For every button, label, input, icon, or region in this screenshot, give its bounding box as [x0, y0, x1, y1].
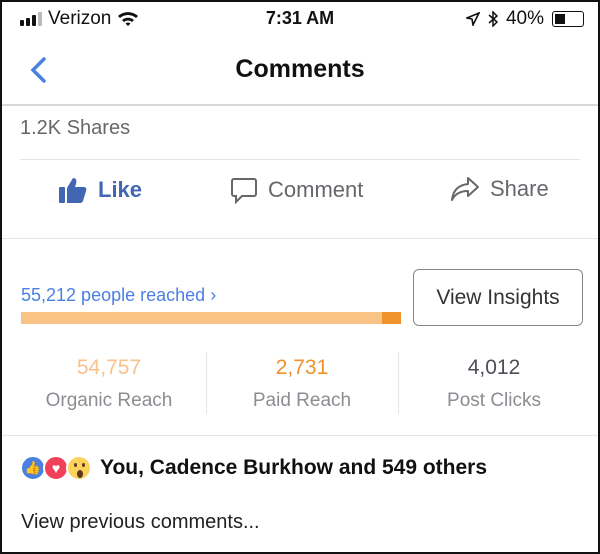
- reach-bar: [21, 312, 401, 324]
- battery-icon: [552, 11, 584, 27]
- post-clicks-stat: 4,012 Post Clicks: [447, 356, 541, 411]
- chevron-right-icon: ›: [210, 285, 217, 305]
- battery-percent: 40%: [505, 8, 544, 29]
- people-reached-link[interactable]: 55,212 people reached ›: [21, 285, 217, 305]
- view-previous-comments-link[interactable]: View previous comments...: [21, 511, 260, 533]
- back-button[interactable]: [28, 56, 48, 84]
- like-button[interactable]: Like: [58, 176, 142, 204]
- page-title: Comments: [235, 55, 365, 83]
- clock: 7:31 AM: [265, 8, 335, 28]
- organic-reach-stat: 54,757 Organic Reach: [45, 356, 173, 411]
- bluetooth-icon: [488, 11, 498, 27]
- carrier: Verizon: [48, 8, 112, 29]
- comment-icon: [231, 178, 257, 204]
- paid-reach-segment: [382, 312, 401, 324]
- shares-count[interactable]: 1.2K Shares: [20, 117, 131, 139]
- comment-button[interactable]: Comment: [230, 176, 363, 204]
- wow-reaction-icon: [66, 455, 92, 481]
- paid-reach-stat: 2,731 Paid Reach: [252, 356, 352, 411]
- status-right: 40%: [465, 8, 584, 30]
- reactions-summary[interactable]: 👍 ♥ You, Cadence Burkhow and 549 others: [20, 455, 487, 481]
- wifi-icon: [118, 12, 139, 26]
- location-icon: [465, 12, 480, 26]
- share-button[interactable]: Share: [450, 176, 549, 202]
- status-left: Verizon: [20, 8, 139, 30]
- share-icon: [451, 177, 479, 201]
- signal-icon: [20, 12, 42, 26]
- view-insights-button[interactable]: View Insights: [413, 269, 583, 326]
- thumbs-up-icon: [59, 178, 87, 203]
